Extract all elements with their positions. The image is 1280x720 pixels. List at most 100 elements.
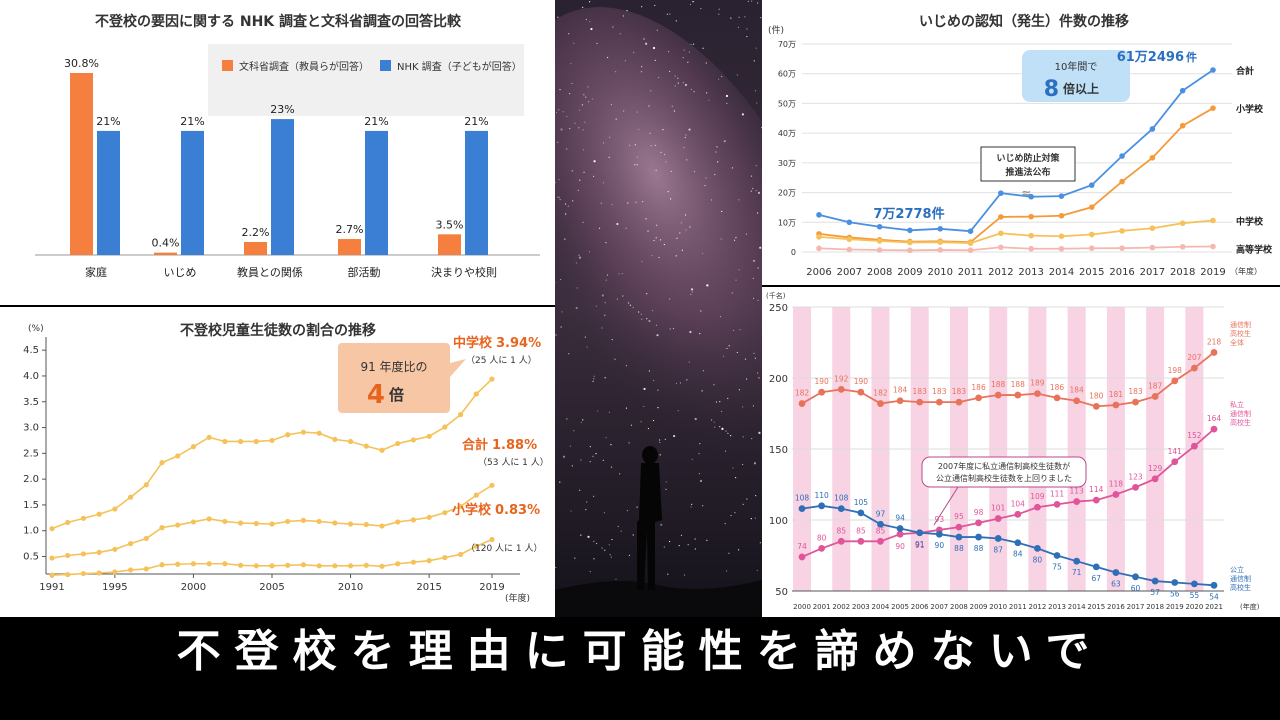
series-connector-1 [969, 216, 1002, 243]
data-label: 75 [1052, 563, 1062, 572]
series-point [112, 546, 118, 552]
series-point [332, 563, 338, 569]
series-point [1179, 243, 1186, 250]
data-label: 67 [1092, 574, 1102, 583]
bar-nhk [97, 130, 120, 255]
series-point [818, 545, 826, 552]
category-label: いじめ [164, 266, 197, 279]
series-point [975, 533, 982, 541]
callout-box [338, 343, 450, 413]
y-tick-label: 1.5 [23, 500, 39, 511]
series-point [316, 563, 322, 569]
x-tick-label: 2015 [1079, 267, 1104, 278]
series-point [1179, 87, 1186, 94]
series-point [300, 562, 307, 568]
series-point [1112, 401, 1120, 409]
series-point [798, 400, 806, 407]
law-line1: いじめ防止対策 [996, 152, 1060, 164]
series-point [285, 432, 291, 438]
y-tick-label: 50万 [778, 99, 796, 108]
data-label: 118 [1109, 479, 1124, 488]
series-point [410, 517, 417, 523]
data-label-nhk: 21% [180, 115, 204, 128]
series-point [49, 572, 55, 578]
series-point [269, 437, 275, 444]
series-point [857, 509, 865, 517]
series-point [1210, 243, 1216, 250]
x-tick-label: 2009 [970, 603, 988, 611]
annotation-line2: 公立通信制高校生徒数を上回りました [936, 473, 1072, 483]
label-jhs-name: 中学校 [453, 335, 493, 351]
series-point [1190, 364, 1198, 372]
x-tick-label: 2012 [988, 267, 1013, 278]
chart-title: いじめの認知（発生）件数の推移 [919, 13, 1129, 30]
series-point [1088, 204, 1095, 210]
data-label: 91 [915, 541, 925, 550]
x-tick-label: 2000 [793, 603, 811, 611]
x-tick-label: 2010 [928, 267, 953, 278]
series-point [127, 494, 134, 500]
bar-mext [338, 239, 361, 255]
series-point [837, 505, 845, 513]
series-point [837, 537, 845, 545]
annotation-box [921, 456, 1087, 488]
data-label: 88 [954, 544, 964, 553]
x-tick-label: 2000 [181, 582, 206, 593]
y-tick-label: 60万 [778, 70, 796, 79]
data-label-mext: 2.2% [242, 226, 270, 239]
data-label: 188 [1011, 380, 1026, 389]
series-line-2 [818, 235, 971, 244]
series-point [1028, 232, 1034, 239]
series-point [426, 433, 432, 439]
series-point [1171, 579, 1179, 586]
data-label: 129 [1148, 464, 1163, 473]
series-point [222, 518, 228, 525]
series-point [489, 376, 495, 382]
series-point [175, 561, 181, 567]
series-point [937, 239, 944, 245]
series-line-2 [1000, 219, 1214, 238]
x-tick-label: 2011 [1009, 603, 1027, 611]
y-tick-label: 10万 [778, 218, 796, 227]
chart-title: 不登校児童生徒数の割合の推移 [180, 322, 376, 339]
x-tick-label: 2011 [958, 267, 983, 278]
series-point [489, 536, 495, 543]
bar-mext [70, 73, 93, 255]
y-tick-label: 250 [769, 303, 788, 314]
series-point [96, 549, 102, 555]
x-tick-label: 2005 [259, 582, 284, 593]
series-point [363, 443, 369, 449]
y-tick-label: 30万 [778, 159, 796, 168]
series-point [1149, 244, 1156, 251]
series-point [206, 434, 212, 440]
series-point [937, 226, 944, 232]
series-point [876, 223, 883, 230]
series-point [1028, 245, 1034, 252]
series-point [1053, 500, 1061, 508]
series-point [1119, 245, 1125, 251]
label-low: 7万2778件 [873, 206, 944, 222]
series-point [1210, 67, 1216, 73]
x-tick-label: 2015 [416, 582, 441, 593]
x-tick-label: 1991 [39, 582, 64, 593]
data-label: 184 [893, 386, 908, 395]
x-tick-label: 2019 [479, 582, 504, 593]
series-point [955, 398, 963, 406]
series-point [237, 520, 244, 526]
callout-line1: 91 年度比の [360, 359, 427, 374]
y-unit: (%) [28, 324, 44, 334]
series-connector-0 [969, 192, 1002, 232]
bullying-line-chart: いじめの認知（発生）件数の推移 (件) （年度） 0 10万 20万 30万 40万 50… [768, 13, 1273, 278]
series-point [222, 561, 228, 567]
series-point [253, 520, 259, 527]
callout: 91 年度比の 4 倍 [338, 343, 466, 413]
x-tick-label: 2007 [837, 267, 862, 278]
x-tick-label: 2006 [806, 267, 831, 278]
series-name-label: 通信制 [1230, 574, 1251, 583]
series-point [316, 430, 322, 436]
series-line-0 [1000, 69, 1214, 198]
y-tick-label: 40万 [778, 129, 796, 138]
series-point [846, 219, 853, 226]
legend-swatch-blue [380, 60, 391, 71]
series-point [1190, 442, 1198, 450]
